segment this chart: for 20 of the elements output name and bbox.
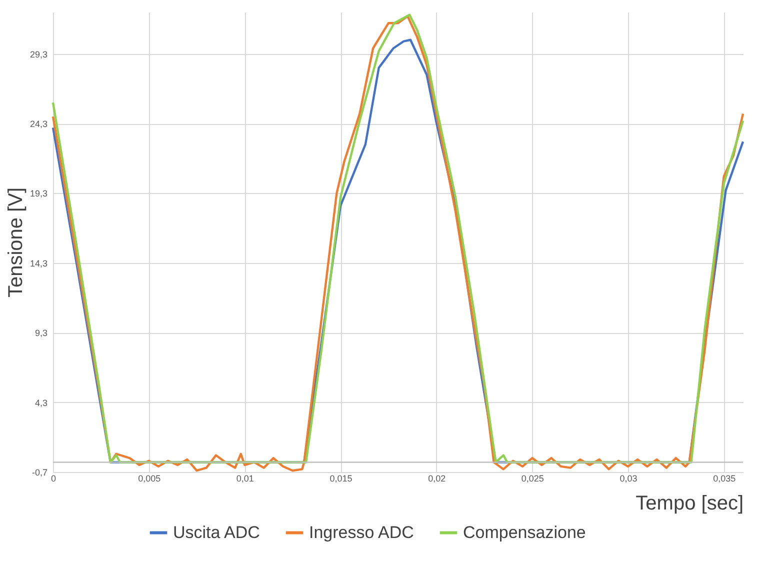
y-axis-title: Tensione [V] [4,187,27,298]
y-tick-label: 4,3 [34,398,48,408]
x-tick-label: 0,025 [521,474,544,484]
legend-label: Compensazione [463,522,586,542]
x-tick-label: 0,015 [330,474,352,484]
y-tick-label: 14,3 [30,258,48,268]
x-tick-label: 0 [50,474,56,484]
x-axis-title: Tempo [sec] [636,492,744,514]
x-tick-label: 0,005 [138,474,161,484]
x-tick-label: 0,035 [713,474,736,484]
legend-label: Ingresso ADC [309,522,414,542]
legend-label: Uscita ADC [173,522,260,542]
y-tick-label: 19,3 [30,188,48,199]
x-tick-label: 0,02 [428,474,446,484]
y-tick-label: 29,3 [30,49,48,60]
y-tick-label: -0,7 [32,468,48,478]
x-tick-label: 0,01 [236,474,254,484]
x-tick-label: 0,03 [620,474,638,484]
y-tick-label: 24,3 [30,119,48,130]
y-tick-label: 9,3 [34,328,48,338]
